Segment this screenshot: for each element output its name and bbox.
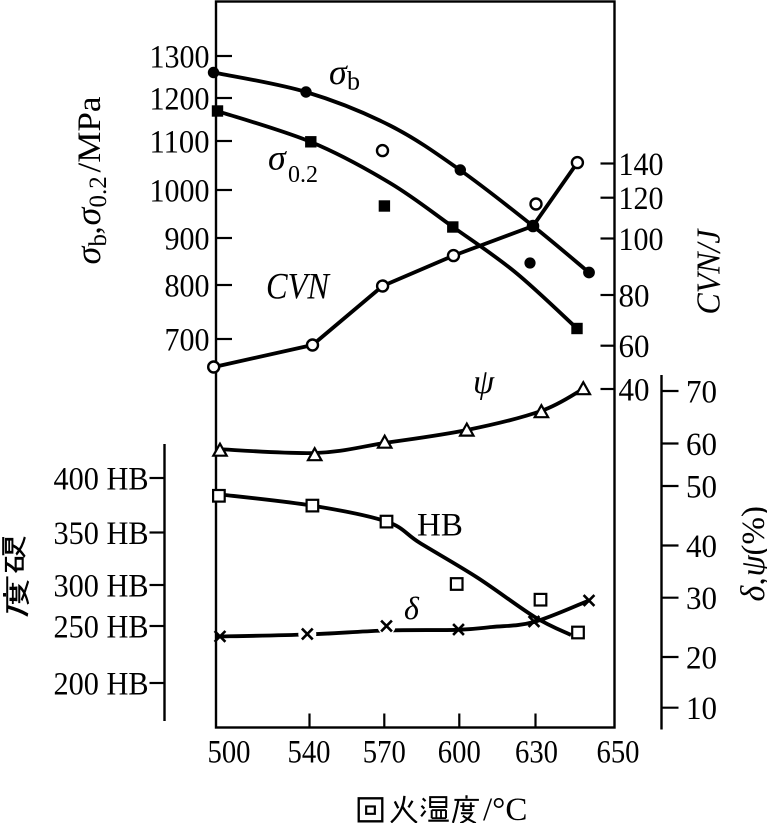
svg-text:20: 20 <box>686 640 717 676</box>
svg-text:140: 140 <box>619 147 664 183</box>
svg-text:/MPa: /MPa <box>72 96 108 172</box>
svg-text:120: 120 <box>619 181 664 217</box>
svg-text:100: 100 <box>619 222 664 258</box>
svg-text:250 HB: 250 HB <box>54 609 149 645</box>
svg-text:650: 650 <box>597 735 640 771</box>
svg-text:40: 40 <box>619 372 650 408</box>
svg-text:,: , <box>72 226 108 234</box>
svg-text:(%): (%) <box>736 506 767 555</box>
svg-text:50: 50 <box>686 469 717 505</box>
svg-text:40: 40 <box>686 529 717 565</box>
svg-text:350 HB: 350 HB <box>54 516 149 552</box>
svg-text:500: 500 <box>208 735 251 771</box>
svg-text:630: 630 <box>515 735 558 771</box>
svg-text:60: 60 <box>686 427 717 463</box>
svg-text:σ: σ <box>329 52 348 92</box>
svg-text:570: 570 <box>363 735 406 771</box>
svg-text:700: 700 <box>165 322 210 358</box>
svg-text:30: 30 <box>686 581 717 617</box>
svg-text:CVN: CVN <box>266 267 331 308</box>
svg-text:,: , <box>736 577 767 585</box>
svg-text:70: 70 <box>686 374 717 410</box>
svg-text:b: b <box>347 66 360 95</box>
svg-text:900: 900 <box>165 221 210 257</box>
svg-text:800: 800 <box>165 268 210 304</box>
svg-text:0.2: 0.2 <box>85 176 112 207</box>
svg-text:600: 600 <box>438 735 481 771</box>
svg-text:1000: 1000 <box>150 173 210 209</box>
svg-text:σ: σ <box>268 138 287 178</box>
svg-text:1100: 1100 <box>150 124 210 160</box>
svg-text:80: 80 <box>619 278 650 314</box>
svg-text:300 HB: 300 HB <box>54 568 149 604</box>
svg-text:0.2: 0.2 <box>288 162 318 188</box>
svg-text:60: 60 <box>619 329 650 365</box>
svg-text:δ: δ <box>404 590 420 626</box>
svg-text:HB: HB <box>417 508 463 544</box>
svg-text:ψ: ψ <box>735 555 767 577</box>
svg-text:σ: σ <box>68 207 108 226</box>
svg-text:δ: δ <box>735 585 767 602</box>
svg-text:CVN/J: CVN/J <box>691 227 728 314</box>
svg-text:b: b <box>85 234 112 247</box>
svg-text:/°C: /°C <box>483 792 527 823</box>
svg-text:σ: σ <box>68 246 108 265</box>
svg-text:1200: 1200 <box>150 81 210 117</box>
svg-text:400 HB: 400 HB <box>54 461 149 497</box>
svg-text:ψ: ψ <box>473 364 495 401</box>
svg-text:200 HB: 200 HB <box>54 666 149 702</box>
svg-text:1300: 1300 <box>150 39 210 75</box>
svg-text:540: 540 <box>288 735 331 771</box>
svg-text:10: 10 <box>686 691 717 727</box>
